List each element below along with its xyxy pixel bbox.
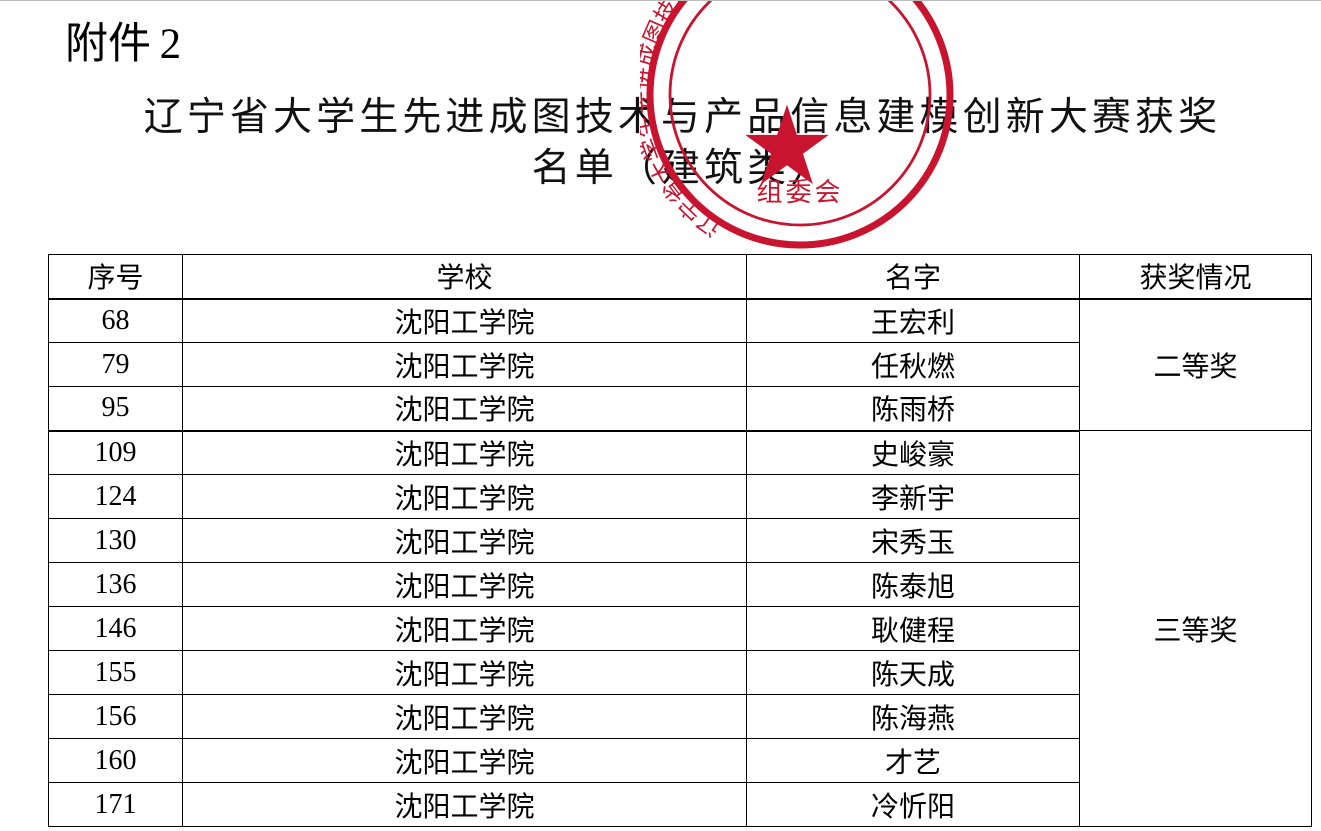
- svg-text:组委会: 组委会: [756, 178, 843, 207]
